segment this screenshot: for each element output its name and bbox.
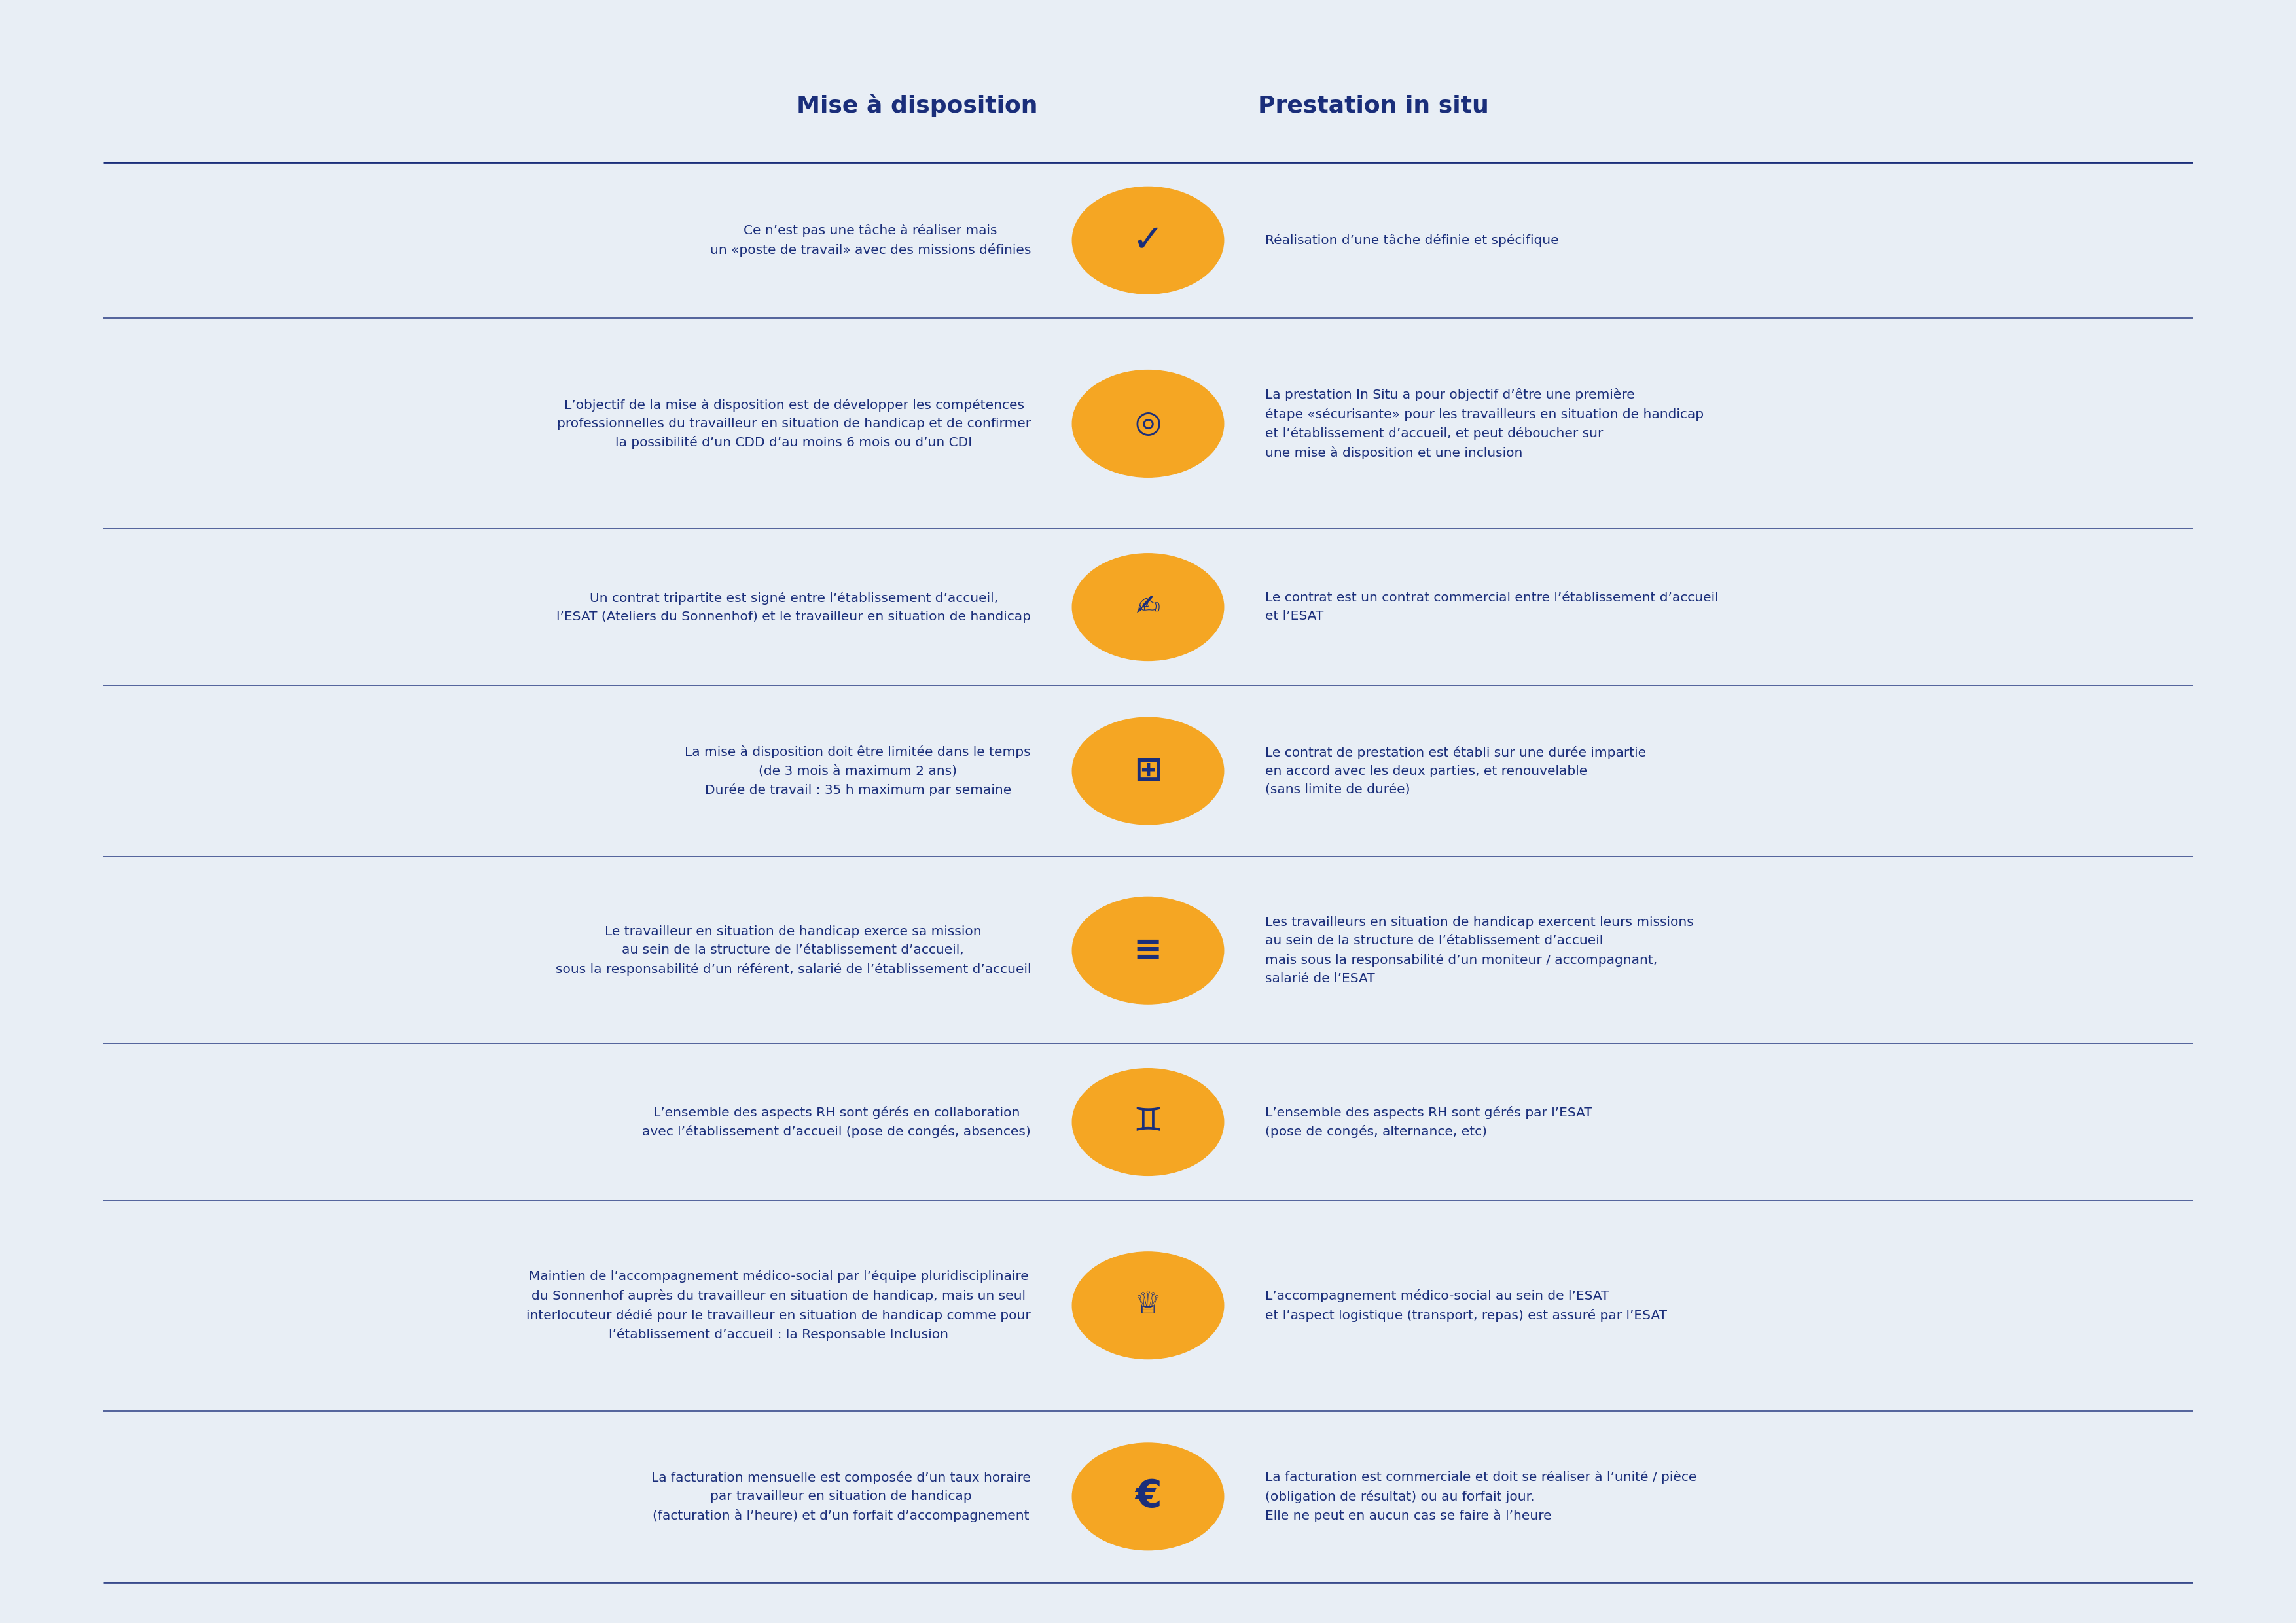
Text: L’accompagnement médico-social au sein de l’ESAT
et l’aspect logistique (transpo: L’accompagnement médico-social au sein d… (1265, 1289, 1667, 1321)
Text: La prestation In Situ a pour objectif d’être une première
étape «sécurisante» po: La prestation In Situ a pour objectif d’… (1265, 388, 1704, 459)
Text: Le travailleur en situation de handicap exerce sa mission
au sein de la structur: Le travailleur en situation de handicap … (556, 925, 1031, 975)
Circle shape (1072, 187, 1224, 294)
Text: L’ensemble des aspects RH sont gérés en collaboration
avec l’établissement d’acc: L’ensemble des aspects RH sont gérés en … (643, 1105, 1031, 1138)
Text: Maintien de l’accompagnement médico-social par l’équipe pluridisciplinaire
du So: Maintien de l’accompagnement médico-soci… (526, 1269, 1031, 1341)
Text: Mise à disposition: Mise à disposition (797, 94, 1038, 117)
Text: Ce n’est pas une tâche à réaliser mais
un «poste de travail» avec des missions d: Ce n’est pas une tâche à réaliser mais u… (709, 224, 1031, 256)
Text: Le contrat est un contrat commercial entre l’établissement d’accueil
et l’ESAT: Le contrat est un contrat commercial ent… (1265, 592, 1717, 623)
Circle shape (1072, 1251, 1224, 1358)
Circle shape (1072, 717, 1224, 824)
Text: Réalisation d’une tâche définie et spécifique: Réalisation d’une tâche définie et spéci… (1265, 234, 1559, 247)
Text: ✍: ✍ (1137, 592, 1159, 622)
Text: ✓: ✓ (1132, 222, 1164, 260)
Text: €: € (1134, 1479, 1162, 1516)
Text: ≡: ≡ (1134, 933, 1162, 967)
Text: L’ensemble des aspects RH sont gérés par l’ESAT
(pose de congés, alternance, etc: L’ensemble des aspects RH sont gérés par… (1265, 1105, 1591, 1138)
Circle shape (1072, 1443, 1224, 1550)
Text: ⊞: ⊞ (1134, 755, 1162, 787)
Text: La mise à disposition doit être limitée dans le temps
(de 3 mois à maximum 2 ans: La mise à disposition doit être limitée … (684, 745, 1031, 797)
Text: L’objectif de la mise à disposition est de développer les compétences
profession: L’objectif de la mise à disposition est … (558, 398, 1031, 450)
Circle shape (1072, 553, 1224, 661)
Text: ◎: ◎ (1134, 409, 1162, 438)
Text: La facturation mensuelle est composée d’un taux horaire
par travailleur en situa: La facturation mensuelle est composée d’… (652, 1470, 1031, 1522)
Text: Les travailleurs en situation de handicap exercent leurs missions
au sein de la : Les travailleurs en situation de handica… (1265, 915, 1694, 985)
Text: Un contrat tripartite est signé entre l’établissement d’accueil,
l’ESAT (Atelier: Un contrat tripartite est signé entre l’… (556, 591, 1031, 623)
Text: La facturation est commerciale et doit se réaliser à l’unité / pièce
(obligation: La facturation est commerciale et doit s… (1265, 1470, 1697, 1522)
Circle shape (1072, 370, 1224, 477)
Circle shape (1072, 1068, 1224, 1175)
Text: ♊: ♊ (1134, 1107, 1162, 1138)
Text: ♕: ♕ (1134, 1290, 1162, 1319)
Text: Prestation in situ: Prestation in situ (1258, 94, 1490, 117)
Circle shape (1072, 898, 1224, 1005)
Text: Le contrat de prestation est établi sur une durée impartie
en accord avec les de: Le contrat de prestation est établi sur … (1265, 747, 1646, 795)
